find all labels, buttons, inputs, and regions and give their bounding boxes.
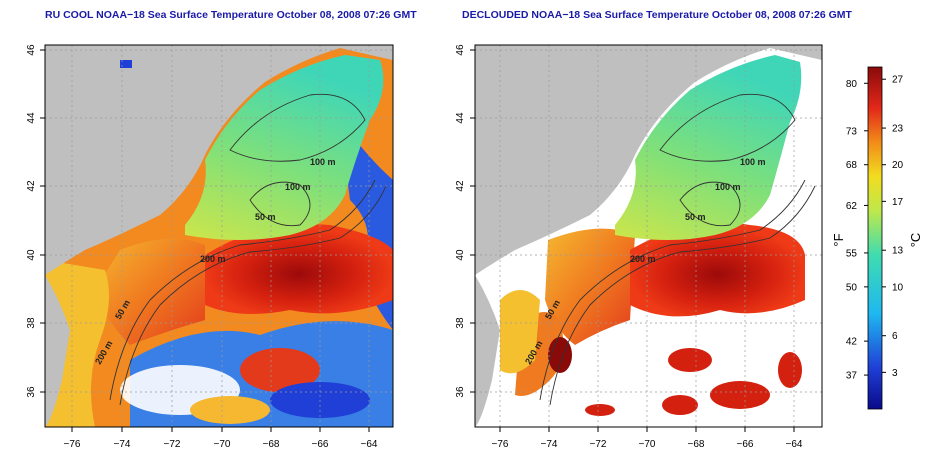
colorbar-c-tick-label: 17 [892,197,904,208]
left-map-panel: 100 m 100 m 50 m 200 m 50 m 200 m −76 −7… [26,44,394,450]
left-contour-label-50m: 50 m [255,212,276,222]
left-y-tick-46: 46 [26,44,37,56]
colorbar-c-tick-label: 10 [892,282,904,293]
left-x-tick-66: −66 [312,439,329,450]
right-warm-eddy [630,222,805,317]
right-contour-label-100m-north: 100 m [740,157,766,167]
left-map-title: RU COOL NOAA−18 Sea Surface Temperature … [45,9,417,21]
right-grid [475,45,822,427]
colorbar: 80 73 68 62 55 50 42 37 27 23 20 17 13 10 6 3 °F °C [831,66,923,410]
right-shelf-water [615,55,802,240]
colorbar-c-tick-label: 20 [892,160,904,171]
colorbar-c-tick-label: 27 [892,75,904,86]
left-x-tick-70: −70 [214,439,231,450]
left-grid [45,45,393,427]
colorbar-f-tick-label: 68 [846,160,858,171]
colorbar-c-tick-label: 6 [892,331,898,342]
right-y-tick-36: 36 [455,386,466,398]
colorbar-f-tick-label: 37 [846,371,858,382]
right-contours [539,93,816,406]
right-y-tick-40: 40 [455,249,466,261]
right-x-tick-68: −68 [688,439,705,450]
right-y-tick-42: 42 [455,180,466,192]
left-map-frame [44,44,394,428]
left-y-tick-38: 38 [26,317,37,329]
right-x-tick-72: −72 [590,439,607,450]
right-contour-label-50m: 50 m [685,212,706,222]
left-contour-label-100m-north: 100 m [310,157,336,167]
right-contour-label-200m: 200 m [630,254,656,264]
right-map-panel: 100 m 100 m 50 m 200 m 50 m 200 m −76 −7… [455,44,823,450]
colorbar-fahrenheit-label: °F [831,233,846,246]
left-x-tick-64: −64 [361,439,378,450]
left-y-tick-44: 44 [26,112,37,124]
right-x-tick-66: −66 [737,439,754,450]
left-contour-label-200m: 200 m [200,254,226,264]
colorbar-celsius-ticks: 27 23 20 17 13 10 6 3 [882,75,904,379]
colorbar-fahrenheit-ticks: 80 73 68 62 55 50 42 37 [846,79,868,382]
colorbar-f-tick-label: 50 [846,282,858,293]
colorbar-c-tick-label: 23 [892,124,904,135]
left-x-tick-74: −74 [114,439,131,450]
right-y-tick-38: 38 [455,317,466,329]
colorbar-f-tick-label: 55 [846,248,858,259]
colorbar-celsius-label: °C [908,233,923,248]
right-x-tick-76: −76 [492,439,509,450]
left-x-tick-68: −68 [263,439,280,450]
left-y-tick-42: 42 [26,180,37,192]
colorbar-f-tick-label: 42 [846,337,858,348]
right-land [475,45,822,275]
left-y-tick-40: 40 [26,249,37,261]
right-y-tick-46: 46 [455,44,466,56]
colorbar-c-tick-label: 3 [892,368,898,379]
right-x-tick-70: −70 [639,439,656,450]
left-y-tick-36: 36 [26,386,37,398]
colorbar-f-tick-label: 80 [846,79,858,90]
colorbar-f-tick-label: 62 [846,201,858,212]
right-map-title: DECLOUDED NOAA−18 Sea Surface Temperatur… [462,9,852,21]
right-x-tick-64: −64 [786,439,803,450]
left-contours [109,93,387,406]
left-land [45,45,393,275]
right-map-frame [474,44,823,428]
left-contour-label-100m-central: 100 m [285,182,311,192]
colorbar-c-tick-label: 13 [892,246,904,257]
colorbar-f-tick-label: 73 [846,126,858,137]
left-x-tick-76: −76 [64,439,81,450]
colorbar-gradient [867,66,883,410]
right-x-tick-74: −74 [541,439,558,450]
right-contour-label-100m-central: 100 m [715,182,741,192]
left-shelf-water [185,55,384,240]
left-x-tick-72: −72 [164,439,181,450]
right-y-tick-44: 44 [455,112,466,124]
